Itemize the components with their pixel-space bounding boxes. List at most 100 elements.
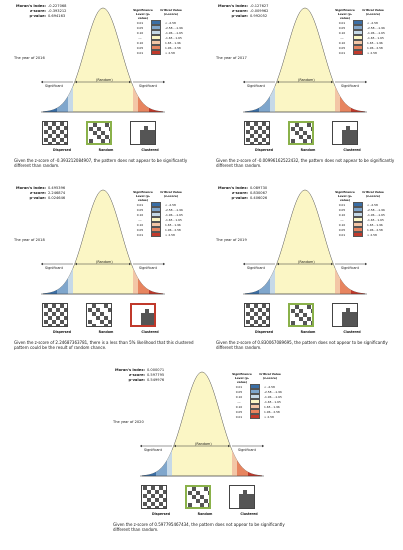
legend-row: 0.10 -1.96 - -1.65 (232, 394, 286, 399)
curve-tail-segment (138, 278, 149, 294)
random-label: (Random) (298, 78, 315, 82)
pattern-cell (346, 130, 350, 134)
z-score-value: 0.597795 (147, 373, 165, 377)
pattern-cell (64, 126, 67, 130)
pattern-cell (354, 312, 357, 316)
sig-level-header: Significance Level (p-value) (335, 190, 355, 202)
arrow-head (41, 262, 43, 266)
pattern-cell (354, 138, 357, 142)
sig-level-header: Significance Level (p-value) (133, 190, 153, 202)
pattern-cell (307, 143, 311, 145)
random-label: (Random) (96, 78, 113, 82)
pattern-cell (299, 127, 303, 131)
legend-swatch (353, 212, 363, 217)
pattern-label-2: Clustered (141, 148, 159, 152)
pattern-cell (303, 313, 307, 317)
legend-p: 0.05 (338, 227, 346, 232)
legend-cv: -1.65 - 1.65 (165, 217, 182, 222)
legend-swatch (151, 40, 161, 45)
significance-legend: Significance Level (p-value) Critical Val… (133, 8, 187, 55)
pattern-cell (342, 138, 346, 142)
pattern-cell (246, 312, 250, 316)
pattern-cell (159, 486, 163, 490)
pattern-tile-dispersed (141, 485, 167, 509)
curve-tail-segment (237, 460, 248, 476)
legend-cv: 1.96 - 2.58 (165, 227, 181, 232)
pattern-cell (159, 494, 163, 498)
legend-cv: 1.65 - 1.96 (367, 40, 383, 45)
normal-distribution-curve (243, 7, 367, 113)
pattern-cell (299, 309, 303, 313)
legend-swatch (250, 399, 260, 404)
legend-swatch (151, 35, 161, 40)
legend-p: 0.05 (338, 207, 346, 212)
pattern-cell (56, 308, 60, 312)
pattern-cell (140, 130, 144, 134)
pattern-tile-dispersed (244, 303, 270, 327)
pattern-cell (93, 131, 97, 135)
curve-tail-segment (270, 86, 275, 112)
pattern-cell (246, 320, 250, 324)
pattern-cell (159, 502, 163, 506)
significance-legend: Significance Level (p-value) Critical Val… (335, 190, 389, 237)
legend-p: 0.05 (338, 25, 346, 30)
legend-p: 0.10 (338, 212, 346, 217)
legend-cv: 1.96 - 2.58 (367, 45, 383, 50)
pattern-cell (350, 316, 354, 320)
pattern-random-graphic (291, 123, 312, 145)
legend-p: --- (138, 217, 142, 222)
legend-swatch (151, 20, 161, 25)
arrow-head (365, 262, 367, 266)
arrow-head (243, 80, 245, 84)
pattern-cell (48, 142, 52, 144)
pattern-random-graphic (188, 487, 209, 509)
pattern-cell (200, 495, 204, 499)
pattern-cell (52, 130, 56, 134)
legend-swatch (250, 414, 260, 419)
pattern-cell (148, 134, 152, 138)
pattern-cell (64, 308, 67, 312)
legend-swatch (353, 217, 363, 222)
legend-p: 0.10 (235, 404, 243, 409)
pattern-cell (208, 503, 209, 507)
pattern-cell (295, 131, 299, 135)
pattern-cell (56, 126, 60, 130)
pattern-cell (354, 320, 357, 324)
pattern-cell (350, 324, 354, 326)
legend-row: 0.10 -1.96 - -1.65 (133, 212, 187, 217)
legend-cv: -1.96 - -1.65 (367, 30, 385, 35)
legend-swatch (151, 207, 161, 212)
arrow-head (277, 80, 279, 84)
pattern-cell (93, 143, 97, 145)
z-score-label: z-score: (232, 9, 248, 13)
legend-row: 0.01 < -2.58 (133, 20, 187, 25)
pattern-cell (192, 507, 196, 509)
pattern-cell (266, 134, 269, 138)
pattern-cell (243, 490, 247, 494)
pattern-tile-random (288, 121, 314, 145)
pattern-cell (92, 304, 96, 308)
pattern-cell (254, 304, 258, 308)
legend-p: 0.01 (136, 202, 144, 207)
pattern-cell (346, 312, 350, 316)
pattern-cell (48, 134, 52, 138)
legend-row: 0.05 -2.58 - -1.96 (133, 25, 187, 30)
pattern-cell (262, 312, 266, 316)
legend-p: 0.01 (338, 232, 346, 237)
legend-p: 0.10 (136, 222, 144, 227)
pattern-cell (258, 308, 262, 312)
pattern-cell (97, 135, 101, 139)
pattern-cell (151, 502, 155, 506)
legend-cv: -1.65 - 1.65 (165, 35, 182, 40)
legend-swatch (353, 40, 363, 45)
pattern-cell (155, 498, 159, 502)
pattern-cell (97, 127, 101, 131)
arrow-head (140, 444, 142, 448)
legend-cv: -1.96 - -1.65 (264, 394, 282, 399)
pattern-cell (104, 324, 108, 326)
pattern-cell (148, 138, 152, 142)
arrow-head (365, 80, 367, 84)
legend-p: 0.05 (338, 45, 346, 50)
legend-swatch (353, 30, 363, 35)
legend-cv: -1.96 - -1.65 (367, 212, 385, 217)
